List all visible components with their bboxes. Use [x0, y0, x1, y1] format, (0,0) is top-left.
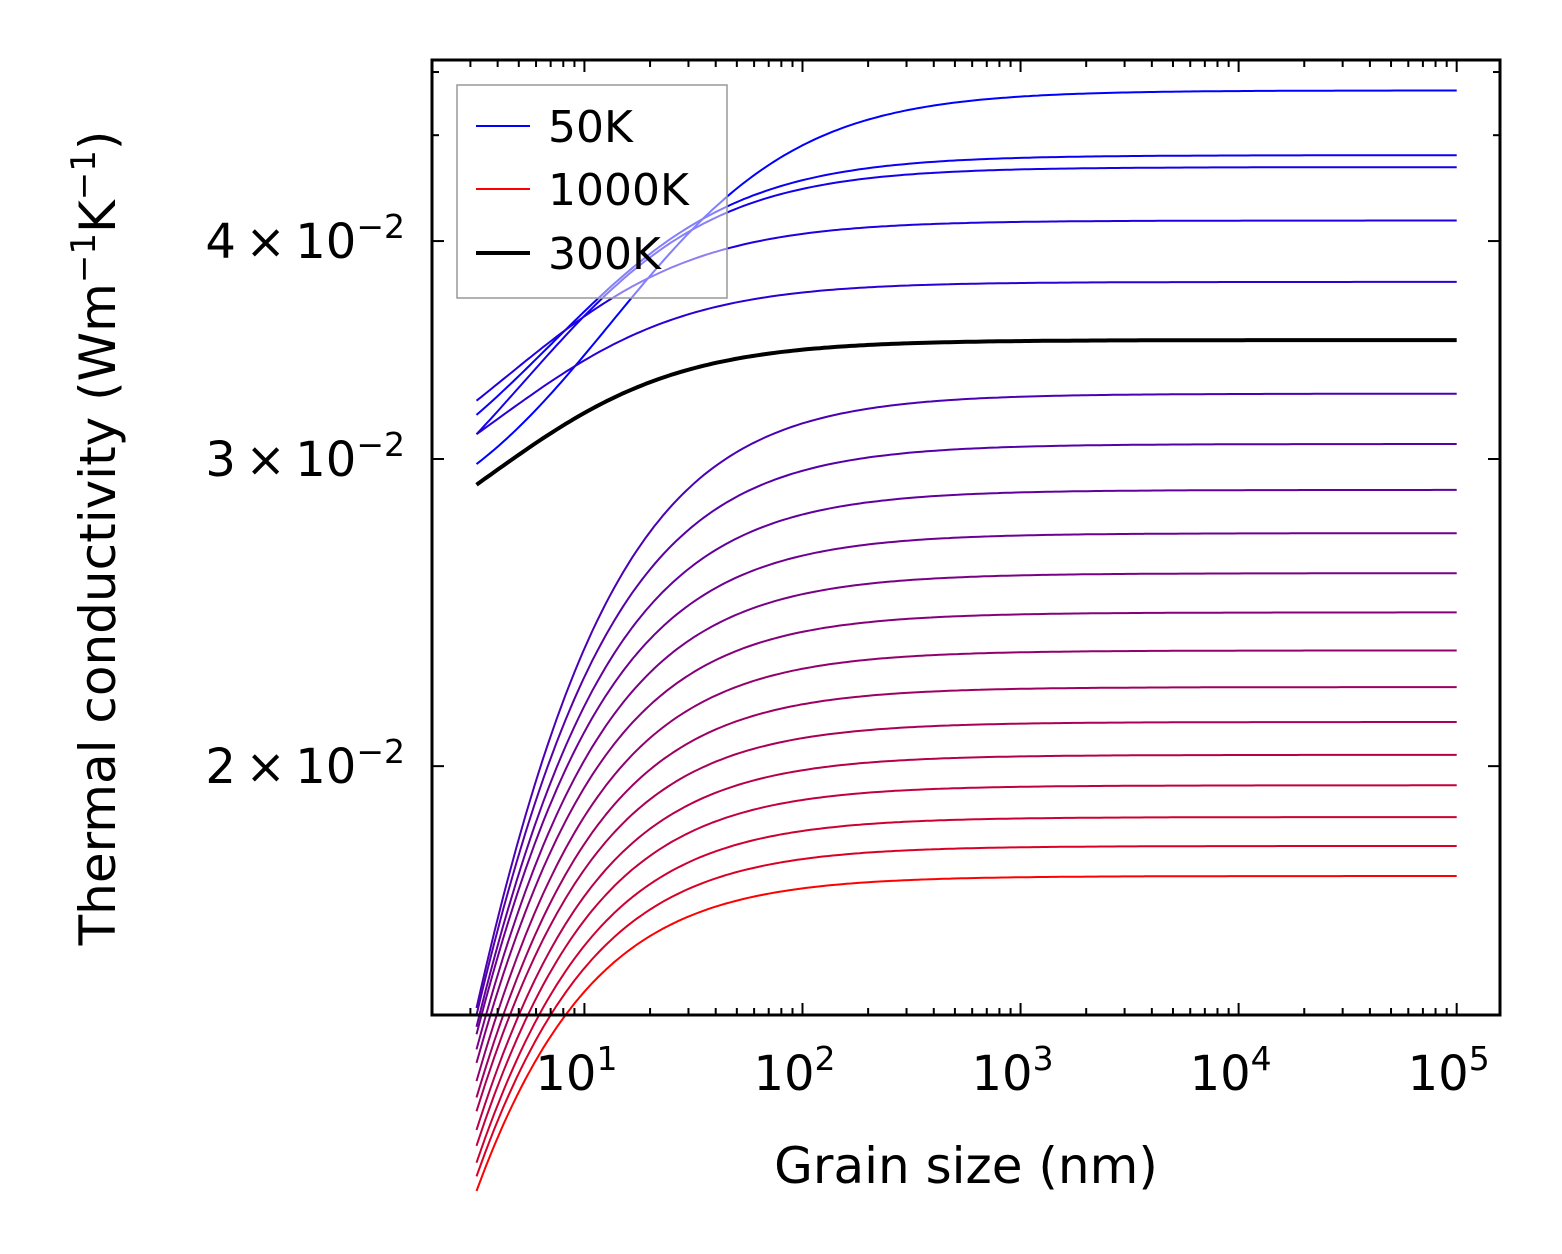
series-line-450k — [475, 488, 1457, 1027]
series-line-250k — [475, 280, 1457, 436]
y-tick-times: × — [236, 214, 295, 270]
series-line-400k — [475, 443, 1457, 1016]
y-tick-exp: −2 — [356, 732, 405, 771]
y-unit-close: ) — [69, 131, 127, 151]
y-tick-times: × — [236, 739, 295, 795]
plot-frame — [430, 58, 1502, 1017]
series-line-550k — [475, 572, 1457, 1050]
series-line-850k — [475, 784, 1457, 1147]
y-unit-k: K — [69, 199, 127, 233]
y-tick-base: 10 — [295, 739, 356, 795]
x-tick-exp: 2 — [815, 1039, 836, 1078]
x-tick-label: 105 — [1408, 1039, 1490, 1102]
legend-label-50k: 50K — [548, 102, 634, 153]
y-unit-wm: Wm — [69, 283, 127, 381]
x-tick-label: 102 — [753, 1039, 835, 1102]
series-line-500k — [475, 532, 1457, 1035]
series-line-800k — [475, 753, 1457, 1131]
x-tick-base: 10 — [753, 1046, 814, 1102]
x-tick-base: 10 — [1408, 1046, 1469, 1102]
x-tick-base: 10 — [1190, 1046, 1251, 1102]
x-tick-base: 10 — [535, 1046, 596, 1102]
series-line-300k — [475, 338, 1457, 487]
y-tick-mant: 2 — [205, 739, 236, 795]
y-unit-exp2: −1 — [64, 150, 104, 200]
series-line-350k — [475, 392, 1457, 1009]
series-line-900k — [475, 816, 1457, 1164]
y-tick-base: 10 — [295, 214, 356, 270]
series-line-700k — [475, 686, 1457, 1098]
legend: 50K 1000K 300K — [456, 84, 728, 299]
x-tick-label: 103 — [972, 1039, 1054, 1102]
x-tick-label: 101 — [535, 1039, 617, 1102]
y-tick-base: 10 — [295, 432, 356, 488]
series-line-750k — [475, 721, 1457, 1112]
y-tick-exp: −2 — [356, 425, 405, 464]
y-tick-exp: −2 — [356, 207, 405, 246]
y-tick-mant: 3 — [205, 432, 236, 488]
x-tick-exp: 5 — [1469, 1039, 1490, 1078]
x-tick-exp: 4 — [1251, 1039, 1272, 1078]
series-line-650k — [475, 649, 1457, 1082]
series-line-600k — [475, 611, 1457, 1064]
legend-label-300k: 300K — [548, 229, 662, 280]
series-line-1000k — [475, 875, 1457, 1192]
x-tick-exp: 1 — [596, 1039, 617, 1078]
y-tick-times: × — [236, 432, 295, 488]
y-tick-mant: 4 — [205, 214, 236, 270]
x-axis-label: Grain size (nm) — [774, 1137, 1158, 1195]
x-tick-base: 10 — [972, 1046, 1033, 1102]
legend-label-1000k: 1000K — [548, 165, 690, 216]
y-tick-label: 2 × 10−2 — [205, 732, 405, 795]
series-line-950k — [475, 845, 1457, 1177]
x-tick-label: 104 — [1190, 1039, 1272, 1102]
legend-box — [456, 84, 728, 299]
y-tick-label: 3 × 10−2 — [205, 425, 405, 488]
y-unit-exp1: −1 — [64, 233, 104, 283]
y-tick-label: 4 × 10−2 — [205, 207, 405, 270]
x-tick-exp: 3 — [1033, 1039, 1054, 1078]
